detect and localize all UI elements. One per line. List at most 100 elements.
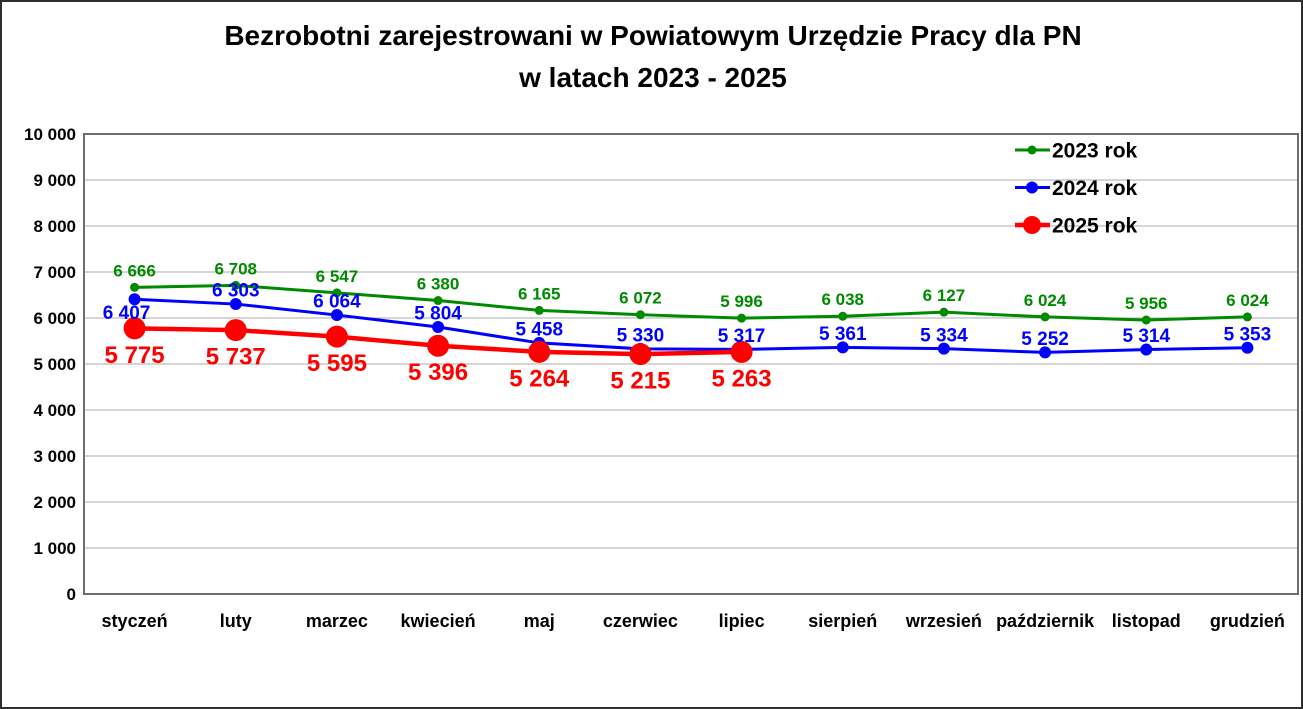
legend-point-marker-icon xyxy=(1026,181,1038,194)
plot-area-border xyxy=(83,133,1299,595)
x-axis-month-label: luty xyxy=(220,611,252,631)
data-point-label-2024: 5 361 xyxy=(819,324,867,345)
data-point-marker-2023 xyxy=(130,282,140,292)
data-point-marker-2025 xyxy=(730,340,753,363)
x-axis-month-labels-group: styczeń luty marzec kwiecień maj czerwiec lipi… xyxy=(102,611,1285,631)
y-axis-tick-label: 4 000 xyxy=(33,401,76,420)
data-point-marker-2025 xyxy=(224,319,247,342)
y-axis-tick-label: 10 000 xyxy=(24,125,76,144)
data-point-label-2023: 6 038 xyxy=(821,290,864,309)
data-point-marker-2024 xyxy=(937,342,950,355)
data-point-label-2024: 6 064 xyxy=(313,292,361,313)
data-point-label-2024: 6 407 xyxy=(103,303,151,324)
data-point-label-2023: 5 956 xyxy=(1125,294,1168,313)
legend: 2023 rok 2024 rok 2025 rok xyxy=(1015,140,1138,238)
x-axis-month-label: grudzień xyxy=(1210,611,1285,631)
legend-entry-label: 2023 rok xyxy=(1052,140,1138,163)
y-axis-tick-label: 2 000 xyxy=(33,493,76,512)
plot-area-border-group xyxy=(83,133,1299,595)
data-point-marker-2025 xyxy=(325,325,348,348)
data-point-label-2025: 5 264 xyxy=(509,365,570,392)
data-point-marker-2023 xyxy=(635,310,645,320)
data-point-marker-2025 xyxy=(528,340,551,363)
x-axis-month-label: październik xyxy=(996,611,1095,631)
data-point-label-2024: 5 314 xyxy=(1122,326,1170,347)
x-axis-month-label: kwiecień xyxy=(401,611,476,631)
legend-point-marker-icon xyxy=(1023,216,1041,234)
x-axis-month-label: marzec xyxy=(306,611,368,631)
data-point-marker-2024 xyxy=(1039,346,1052,359)
y-axis-tick-label: 6 000 xyxy=(33,309,76,328)
data-point-label-2025: 5 263 xyxy=(712,365,772,392)
data-point-label-2024: 5 458 xyxy=(515,320,563,341)
data-point-label-2024: 5 334 xyxy=(920,325,968,346)
data-point-marker-2023 xyxy=(939,307,949,317)
chart-title-line1: Bezrobotni zarejestrowani w Powiatowym U… xyxy=(224,20,1081,51)
data-point-label-2023: 6 127 xyxy=(923,286,966,305)
data-point-marker-2023 xyxy=(433,296,443,306)
data-point-marker-2024 xyxy=(1140,343,1153,356)
data-point-label-2024: 5 252 xyxy=(1021,329,1069,350)
data-point-marker-2024 xyxy=(330,309,343,322)
y-axis-tick-label: 9 000 xyxy=(33,171,76,190)
y-axis-tick-label: 5 000 xyxy=(33,355,76,374)
data-point-label-2024: 5 804 xyxy=(414,304,462,325)
data-point-label-2025: 5 396 xyxy=(408,359,468,386)
series-line-2023 xyxy=(133,283,1249,322)
data-point-label-2025: 5 775 xyxy=(105,342,165,369)
y-axis-tick-label: 8 000 xyxy=(33,217,76,236)
data-point-marker-2023 xyxy=(1040,312,1050,322)
data-point-label-2023: 6 024 xyxy=(1024,291,1067,310)
data-point-label-2025: 5 737 xyxy=(206,343,266,370)
data-point-label-2023: 6 165 xyxy=(518,284,561,303)
data-point-label-2023: 6 072 xyxy=(619,289,662,308)
y-axis-tick-label: 3 000 xyxy=(33,447,76,466)
data-point-label-2025: 5 595 xyxy=(307,350,367,377)
x-axis-month-label: maj xyxy=(524,611,555,631)
data-point-marker-2025 xyxy=(427,334,450,357)
data-point-marker-2023 xyxy=(231,280,241,290)
data-point-marker-2024 xyxy=(1241,341,1254,354)
data-point-label-2024: 6 303 xyxy=(212,281,260,302)
legend-entry-label: 2025 rok xyxy=(1052,215,1138,238)
data-point-label-2023: 5 996 xyxy=(720,292,763,311)
data-point-label-2024: 5 317 xyxy=(718,326,766,347)
x-axis-month-label: listopad xyxy=(1112,611,1181,631)
data-point-marker-2024 xyxy=(128,293,141,306)
y-axis-tick-label: 0 xyxy=(67,585,76,604)
x-axis-month-label: styczeń xyxy=(102,611,168,631)
data-point-marker-2023 xyxy=(534,305,544,315)
data-point-marker-2025 xyxy=(123,317,146,340)
data-point-marker-2024 xyxy=(229,298,242,311)
data-point-marker-2024 xyxy=(432,321,445,334)
gridlines-group xyxy=(84,133,1298,595)
data-labels-group: 6 666 6 708 6 547 6 380 6 165 6 072 5 996 6 038… xyxy=(103,259,1271,394)
data-point-label-2024: 5 353 xyxy=(1224,324,1272,345)
data-point-marker-2023 xyxy=(1242,312,1252,322)
data-point-marker-2025 xyxy=(629,343,652,366)
y-axis-tick-labels-group: 0 1 000 2 000 3 000 4 000 5 000 6 000 7 000 8 00… xyxy=(24,125,76,604)
y-axis-tick-label: 1 000 xyxy=(33,539,76,558)
x-axis-month-label: lipiec xyxy=(719,611,765,631)
data-point-label-2023: 6 024 xyxy=(1226,291,1269,310)
x-axis-month-label: sierpień xyxy=(808,611,877,631)
data-point-label-2023: 6 666 xyxy=(113,261,156,280)
legend-entry-2023: 2023 rok xyxy=(1015,140,1138,163)
data-point-label-2025: 5 215 xyxy=(610,368,670,395)
legend-entry-label: 2024 rok xyxy=(1052,177,1138,200)
data-point-marker-2024 xyxy=(836,341,849,354)
data-point-marker-2023 xyxy=(838,311,848,321)
series-group xyxy=(123,280,1254,366)
legend-entry-2025: 2025 rok xyxy=(1015,215,1138,238)
data-point-marker-2023 xyxy=(1141,315,1151,325)
series-line-2024 xyxy=(133,297,1249,354)
data-point-label-2023: 6 380 xyxy=(417,274,460,293)
chart-title-line2: w latach 2023 - 2025 xyxy=(518,62,787,93)
legend-point-marker-icon xyxy=(1027,145,1037,155)
data-point-marker-2023 xyxy=(332,288,342,298)
y-axis-tick-label: 7 000 xyxy=(33,263,76,282)
x-axis-month-label: wrzesień xyxy=(905,611,982,631)
data-point-label-2023: 6 547 xyxy=(316,267,359,286)
